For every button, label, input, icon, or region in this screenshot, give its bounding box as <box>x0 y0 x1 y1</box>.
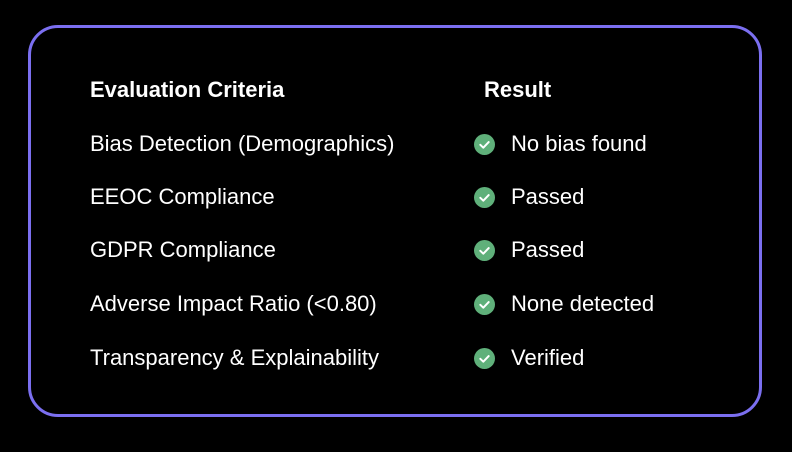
table-header: Evaluation Criteria Result <box>31 75 759 105</box>
result-cell: None detected <box>511 291 655 316</box>
result-header: Result <box>484 77 552 102</box>
criteria-header: Evaluation Criteria <box>90 77 285 102</box>
result-cell: Passed <box>511 237 585 262</box>
table-row: EEOC Compliance Passed <box>31 182 759 212</box>
check-circle-icon <box>474 134 495 155</box>
table-row: Adverse Impact Ratio (<0.80) None detect… <box>31 289 759 319</box>
check-circle-icon <box>474 294 495 315</box>
table-row: GDPR Compliance Passed <box>31 235 759 265</box>
criteria-cell: Transparency & Explainability <box>90 345 379 370</box>
criteria-cell: EEOC Compliance <box>90 184 275 209</box>
check-circle-icon <box>474 240 495 261</box>
table-row: Transparency & Explainability Verified <box>31 343 759 373</box>
criteria-cell: Adverse Impact Ratio (<0.80) <box>90 291 377 316</box>
check-circle-icon <box>474 348 495 369</box>
evaluation-card: Evaluation Criteria Result Bias Detectio… <box>28 25 762 417</box>
check-circle-icon <box>474 187 495 208</box>
table-row: Bias Detection (Demographics) No bias fo… <box>31 129 759 159</box>
criteria-cell: Bias Detection (Demographics) <box>90 131 395 156</box>
result-cell: Passed <box>511 184 585 209</box>
result-cell: No bias found <box>511 131 647 156</box>
criteria-cell: GDPR Compliance <box>90 237 276 262</box>
result-cell: Verified <box>511 345 585 370</box>
